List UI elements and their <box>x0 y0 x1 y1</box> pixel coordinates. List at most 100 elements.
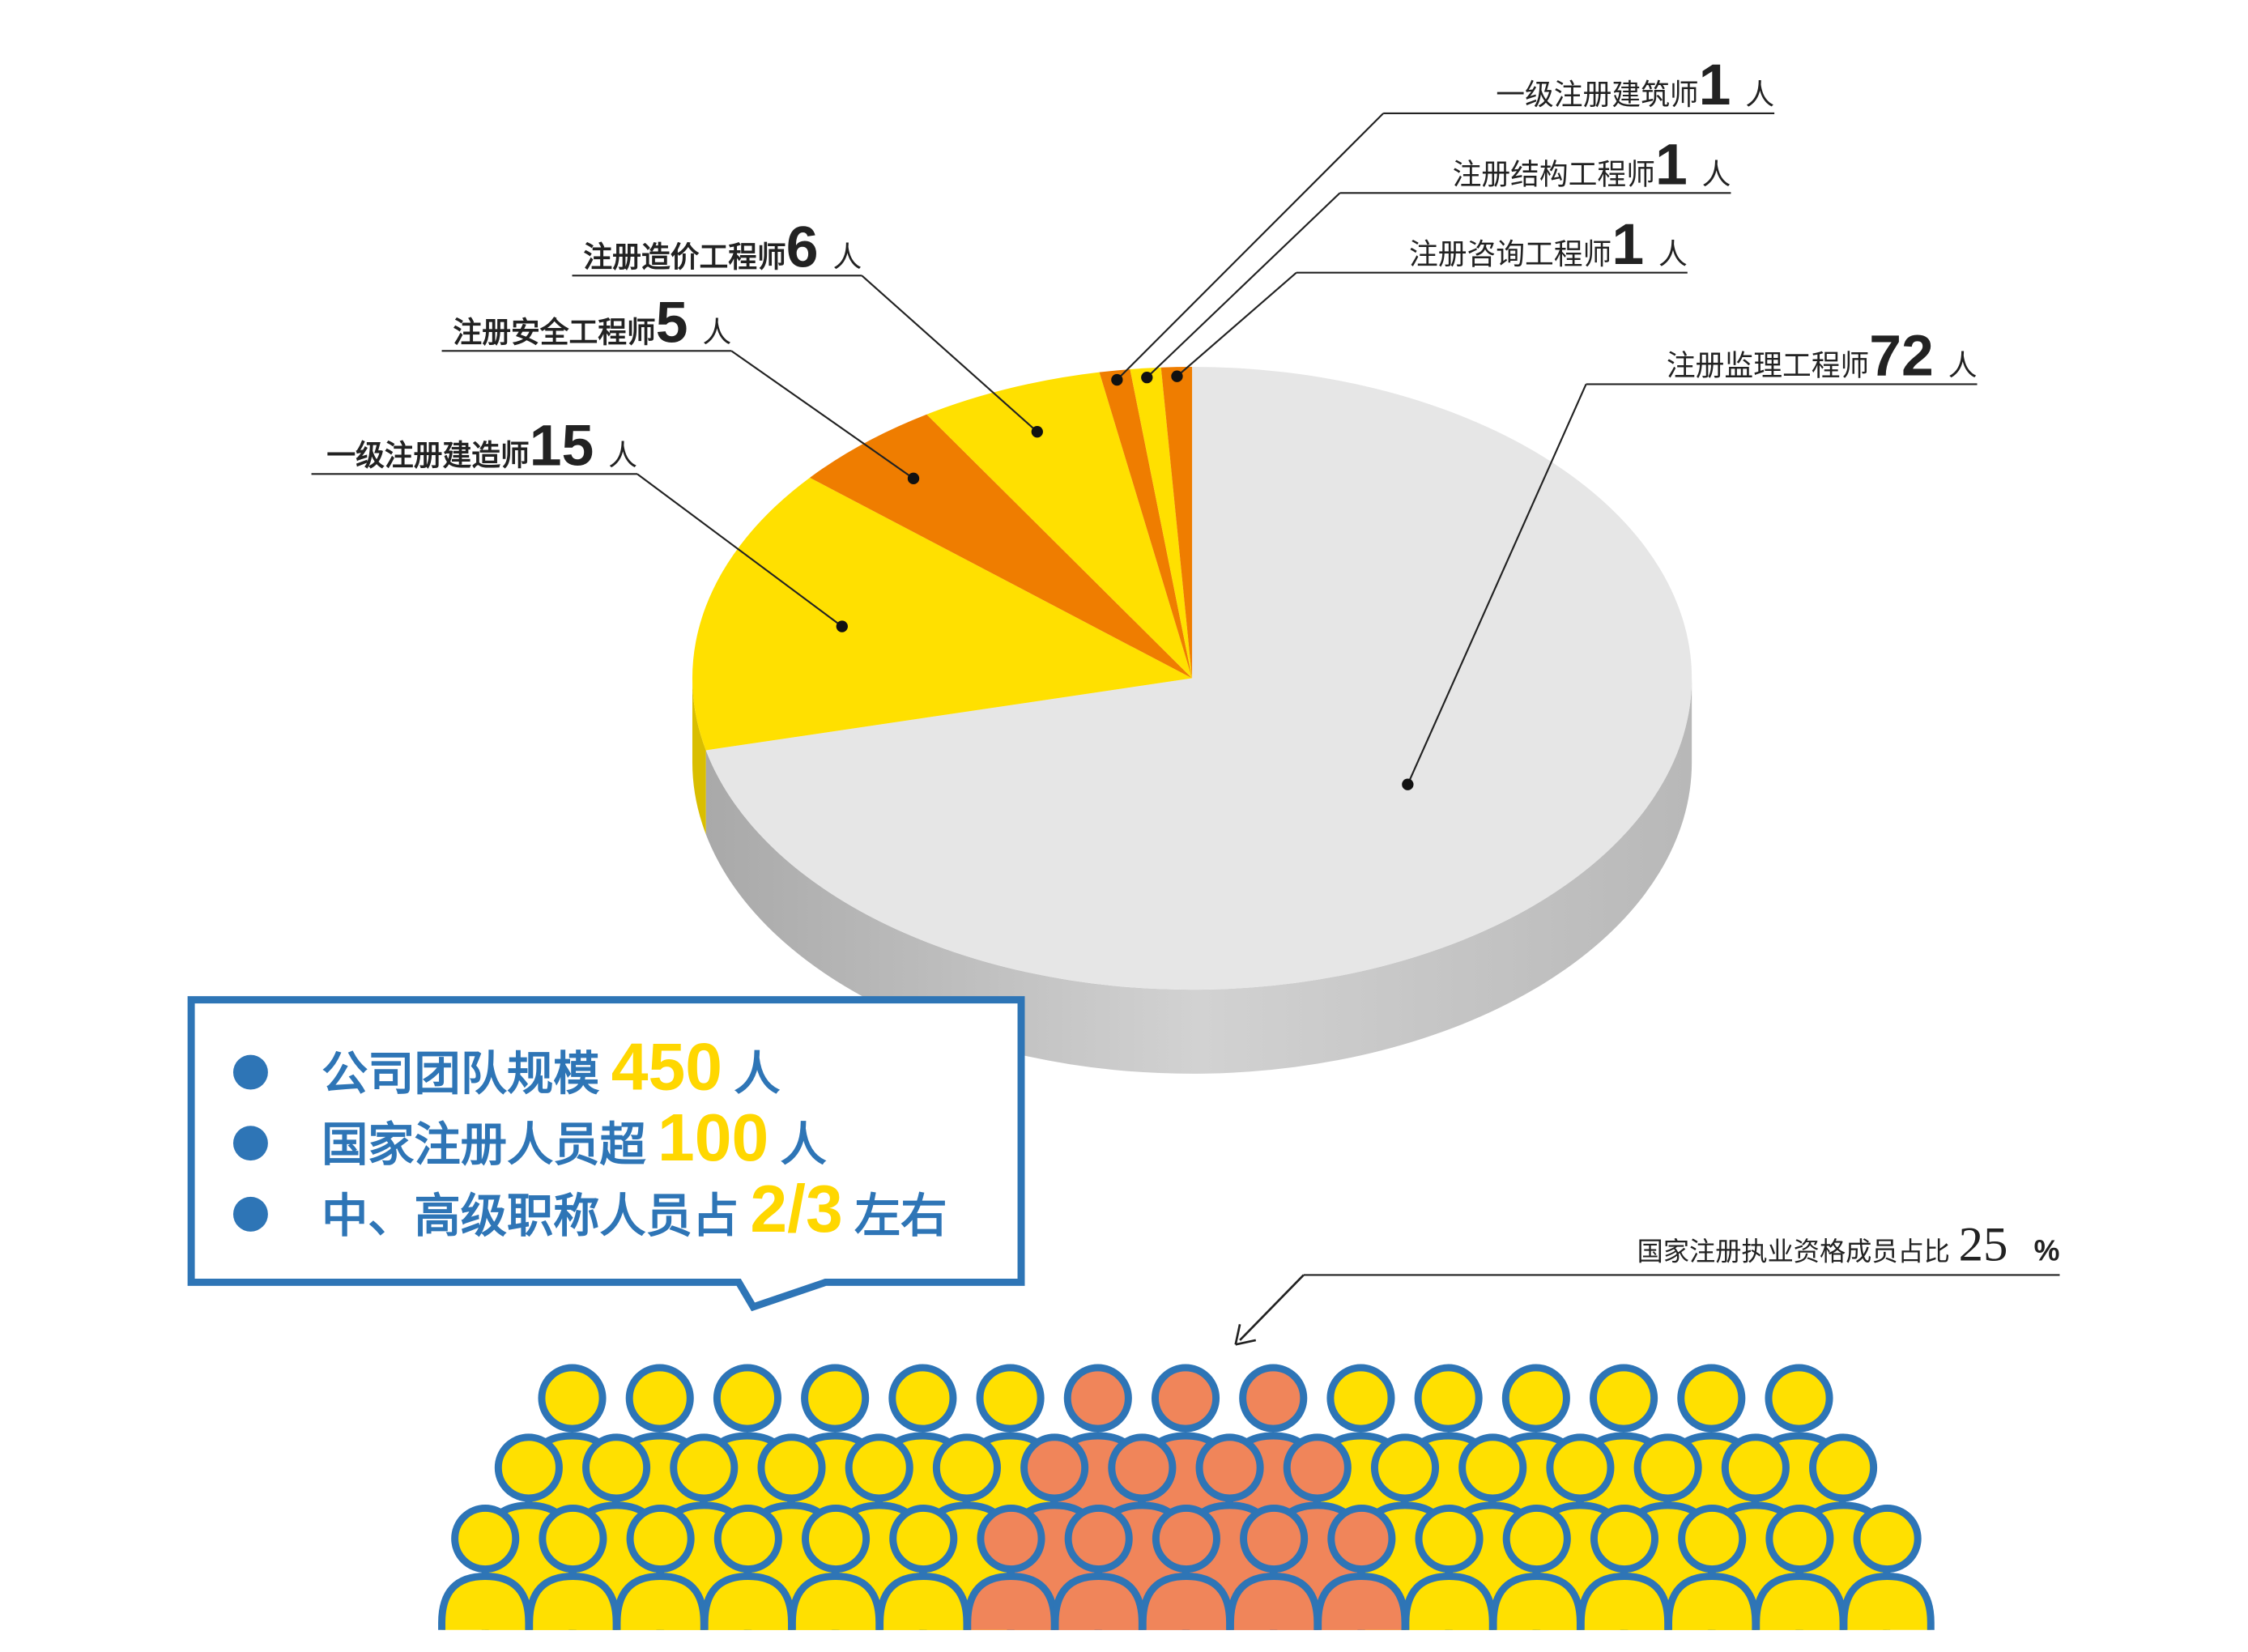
person-head <box>1414 1364 1483 1433</box>
summary-line: 中、高级职称人员占 2/3 左右 <box>321 1173 947 1246</box>
slice-name: 注册造价工程师 <box>583 241 786 274</box>
person-head <box>1108 1433 1177 1502</box>
footnote-text: 国家注册执业资格成员占比 <box>1637 1237 1950 1267</box>
person-body <box>613 1573 708 1630</box>
pie-slice <box>926 372 1193 679</box>
slice-unit: 人 <box>1658 238 1688 270</box>
person-body <box>1577 1573 1672 1630</box>
bullet <box>232 1126 268 1161</box>
person-head <box>976 1364 1045 1433</box>
summary-text: 公司团队规模 <box>321 1049 600 1101</box>
summary-text: 中、高级职称人员占 <box>321 1190 739 1242</box>
slice-label: 注册咨询工程师1 人 <box>1409 212 1688 277</box>
summary-number: 100 <box>658 1101 768 1175</box>
person-head <box>1809 1433 1878 1502</box>
person-head <box>1501 1364 1570 1433</box>
slice-unit: 人 <box>832 241 862 274</box>
leader-line <box>637 473 843 628</box>
person-head <box>1765 1364 1833 1433</box>
leader-line <box>1146 192 1341 378</box>
slice-value: 1 <box>1699 53 1731 117</box>
person-body <box>700 1573 795 1630</box>
pie-side <box>705 678 1692 1074</box>
person-head <box>1326 1364 1395 1433</box>
slice-value: 1 <box>1611 212 1644 277</box>
pie-slice <box>705 366 1692 990</box>
person-body <box>1402 1573 1497 1630</box>
person-head <box>932 1433 1001 1502</box>
person-body <box>1752 1573 1847 1630</box>
leader-dot <box>1031 426 1043 438</box>
person-head <box>1765 1504 1834 1573</box>
person-head <box>713 1364 781 1433</box>
summary-number: 450 <box>611 1031 722 1105</box>
person-head <box>1678 1504 1747 1573</box>
person-body <box>1314 1573 1409 1630</box>
person-head <box>670 1433 739 1502</box>
slice-value: 5 <box>656 291 688 356</box>
slice-name: 一级注册建筑师 <box>1496 79 1698 111</box>
summary-box <box>187 996 1025 1312</box>
person-body <box>1139 1573 1234 1630</box>
person-head <box>451 1504 520 1573</box>
summary-unit: 人 <box>781 1119 827 1171</box>
person-head <box>802 1504 871 1573</box>
leader-line <box>730 350 914 479</box>
person-head <box>1370 1433 1440 1502</box>
person-head <box>538 1364 607 1433</box>
footnote-arrowhead <box>1234 1324 1257 1346</box>
person-head <box>1502 1504 1571 1573</box>
slice-label: 注册造价工程师6 人 <box>583 215 862 280</box>
footnote-value: 25 <box>1959 1218 2008 1272</box>
person-head <box>1853 1504 1922 1573</box>
bullet <box>232 1054 268 1090</box>
person-head <box>1590 1504 1659 1573</box>
leader-dot <box>1141 371 1153 384</box>
leader-dot <box>1111 373 1123 386</box>
slice-unit: 人 <box>1948 350 1978 382</box>
pie-slice <box>1160 366 1193 679</box>
person-body <box>526 1573 620 1630</box>
person-head <box>889 1504 958 1573</box>
slice-label: 一级注册建造师15 人 <box>326 414 637 479</box>
person-head <box>1283 1433 1352 1502</box>
leader-line <box>1116 113 1384 381</box>
person-body <box>1665 1573 1760 1630</box>
slice-value: 1 <box>1655 133 1688 198</box>
person-head <box>494 1433 563 1502</box>
person-head <box>539 1504 607 1573</box>
footnote-unit: % <box>2034 1235 2060 1267</box>
slice-label: 注册结构工程师1 人 <box>1453 133 1731 198</box>
person-head <box>713 1504 782 1573</box>
person-head <box>888 1364 957 1433</box>
person-head <box>1415 1504 1484 1573</box>
person-head <box>801 1364 870 1433</box>
pie-side <box>692 678 706 835</box>
person-head <box>1327 1504 1396 1573</box>
leader-line <box>1407 384 1587 786</box>
slice-unit: 人 <box>608 440 637 472</box>
leader-dot <box>1402 778 1414 790</box>
leader-line <box>861 275 1038 432</box>
slice-value: 6 <box>786 215 819 280</box>
people <box>438 1364 1935 1630</box>
person-head <box>1677 1364 1746 1433</box>
summary-unit: 人 <box>734 1049 780 1101</box>
person-head <box>1152 1504 1220 1573</box>
person-head <box>977 1504 1045 1573</box>
footnote: 国家注册执业资格成员占比 25% <box>1637 1218 2060 1272</box>
person-body <box>964 1573 1058 1630</box>
person-head <box>1239 1364 1308 1433</box>
person-body <box>788 1573 883 1630</box>
slice-label: 注册安全工程师5 人 <box>453 291 731 356</box>
person-head <box>845 1433 913 1502</box>
slice-name: 注册监理工程师 <box>1667 350 1869 382</box>
slice-unit: 人 <box>702 317 731 349</box>
person-head <box>757 1433 826 1502</box>
person-head <box>626 1504 695 1573</box>
slice-label: 一级注册建筑师1 人 <box>1496 53 1774 117</box>
